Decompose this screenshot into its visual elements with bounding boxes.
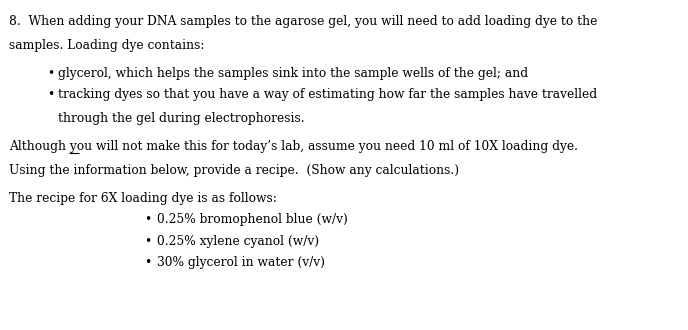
Text: •: •: [144, 256, 152, 269]
Text: The recipe for 6X loading dye is as follows:: The recipe for 6X loading dye is as foll…: [9, 192, 277, 205]
Text: •: •: [47, 88, 54, 101]
Text: 0.25% bromophenol blue (w/v): 0.25% bromophenol blue (w/v): [157, 213, 347, 226]
Text: •: •: [144, 235, 152, 248]
Text: samples. Loading dye contains:: samples. Loading dye contains:: [9, 39, 204, 51]
Text: through the gel during electrophoresis.: through the gel during electrophoresis.: [58, 112, 305, 125]
Text: 0.25% xylene cyanol (w/v): 0.25% xylene cyanol (w/v): [157, 235, 319, 248]
Text: •: •: [144, 213, 152, 226]
Text: glycerol, which helps the samples sink into the sample wells of the gel; and: glycerol, which helps the samples sink i…: [58, 67, 528, 80]
Text: tracking dyes so that you have a way of estimating how far the samples have trav: tracking dyes so that you have a way of …: [58, 88, 598, 101]
Text: 30% glycerol in water (v/v): 30% glycerol in water (v/v): [157, 256, 325, 269]
Text: Although you will not make this for today’s lab, assume you need 10 ml of 10X lo: Although you will not make this for toda…: [9, 140, 578, 153]
Text: 8.  When adding your DNA samples to the agarose gel, you will need to add loadin: 8. When adding your DNA samples to the a…: [9, 15, 597, 28]
Text: •: •: [47, 67, 54, 80]
Text: Using the information below, provide a recipe.  (Show any calculations.): Using the information below, provide a r…: [9, 164, 459, 177]
